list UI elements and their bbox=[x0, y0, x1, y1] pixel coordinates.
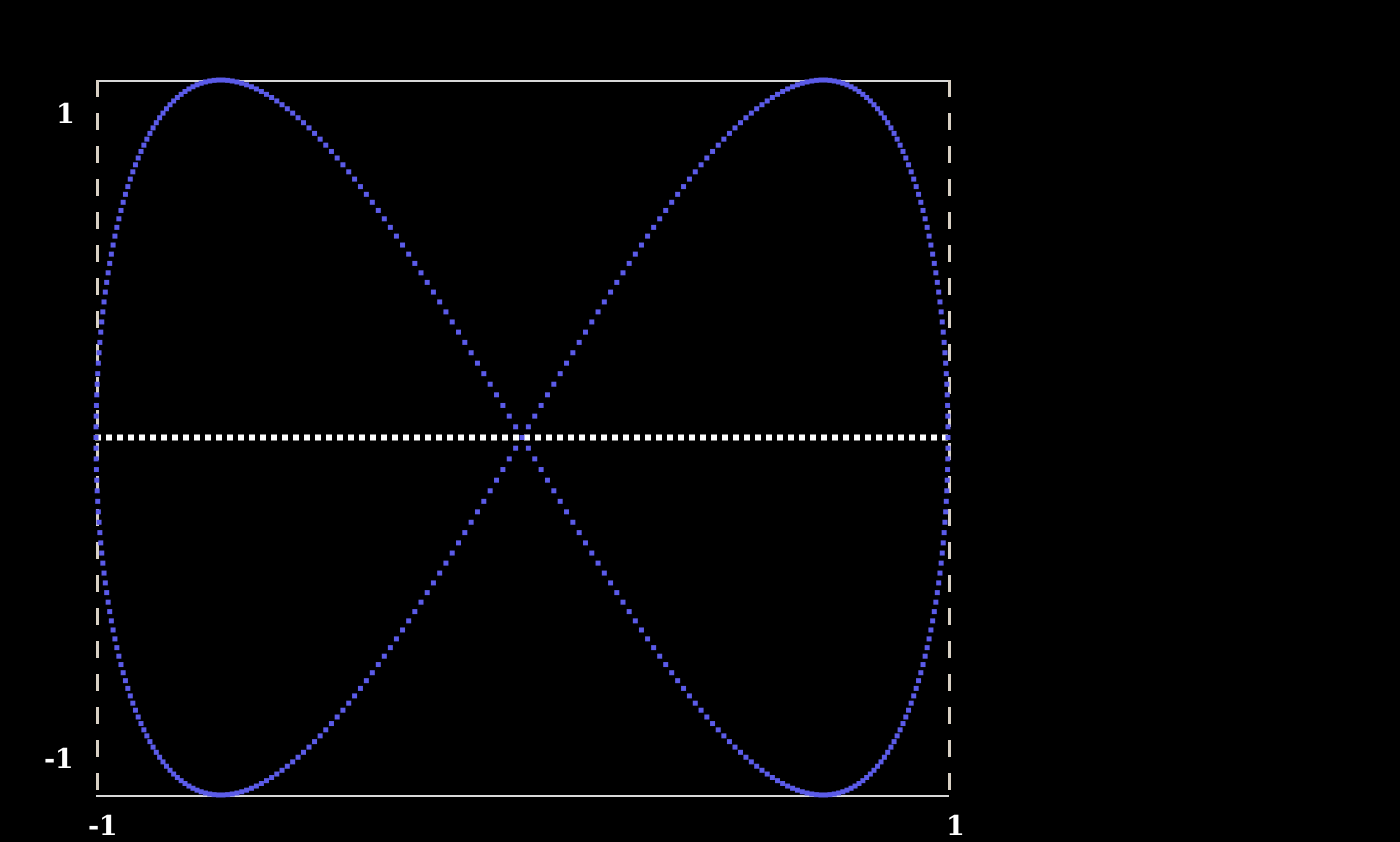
x-axis-tick-label-right: 1 bbox=[946, 811, 965, 842]
y-axis-tick-label-top: 1 bbox=[56, 99, 75, 130]
y-axis-tick-label-bottom: -1 bbox=[44, 744, 74, 775]
legend-entry-y1[interactable]: y_1 bbox=[968, 99, 1015, 128]
series-y1-points bbox=[93, 77, 951, 798]
zero-reference-line bbox=[95, 434, 948, 441]
plot-frame bbox=[96, 80, 951, 797]
x-axis-tick-label-left: -1 bbox=[88, 811, 118, 842]
